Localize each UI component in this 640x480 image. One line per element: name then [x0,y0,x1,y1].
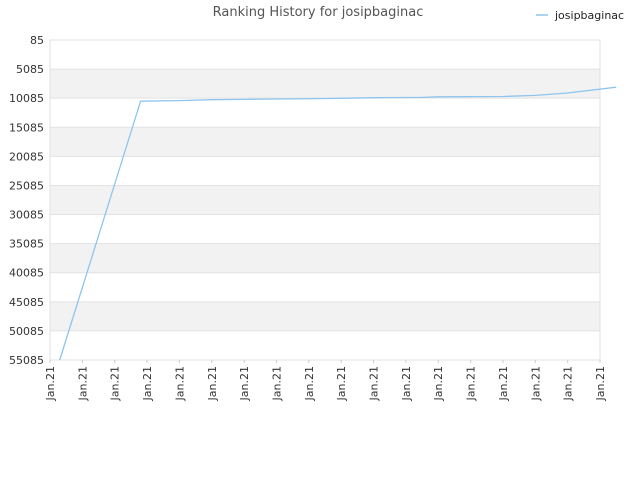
series-layer [59,86,617,361]
y-tick-label: 25085 [9,179,44,192]
grid-band [50,127,600,157]
x-tick-label: Jan.21 [335,366,348,401]
chart-title: Ranking History for josipbaginac [213,5,424,20]
x-tick-label: Jan.21 [76,366,89,401]
grid-band [50,243,600,273]
grid-band [50,69,600,99]
y-tick-label: 50085 [9,325,44,338]
y-axis: 85 5085 10085 15085 20085 25085 30085 35085 4008… [9,34,44,367]
x-axis: Jan.21 Jan.21 Jan.21 Jan.21 Jan.21 Jan.21 Jan.… [44,360,607,401]
y-tick-label: 15085 [9,121,44,134]
plot-area [49,39,601,361]
x-tick-label: Jan.21 [432,366,445,401]
x-tick-label: Jan.21 [465,366,478,401]
grid-band [50,301,600,331]
y-tick-label: 20085 [9,150,44,163]
x-tick-label: Jan.21 [109,366,122,401]
x-tick-label: Jan.21 [368,366,381,401]
y-tick-label: 55085 [9,354,44,367]
x-tick-label: Jan.21 [238,366,251,401]
y-tick-label: 85 [30,34,44,47]
grid-band [50,185,600,215]
x-tick-label: Jan.21 [44,366,57,401]
y-tick-label: 35085 [9,238,44,251]
x-tick-label: Jan.21 [562,366,575,401]
x-tick-label: Jan.21 [497,366,510,401]
x-tick-label: Jan.21 [206,366,219,401]
x-tick-label: Jan.21 [173,366,186,401]
x-tick-label: Jan.21 [594,366,607,401]
legend: josipbaginac [536,9,624,22]
x-tick-label: Jan.21 [141,366,154,401]
x-tick-label: Jan.21 [303,366,316,401]
y-tick-label: 40085 [9,267,44,280]
x-tick-label: Jan.21 [270,366,283,401]
series-line-josipbaginac [59,86,617,361]
x-tick-label: Jan.21 [400,366,413,401]
y-tick-label: 45085 [9,296,44,309]
y-tick-label: 5085 [16,63,44,76]
y-tick-label: 10085 [9,92,44,105]
grid-bands [50,69,600,331]
legend-label: josipbaginac [554,9,624,22]
y-tick-label: 30085 [9,209,44,222]
x-tick-label: Jan.21 [529,366,542,401]
